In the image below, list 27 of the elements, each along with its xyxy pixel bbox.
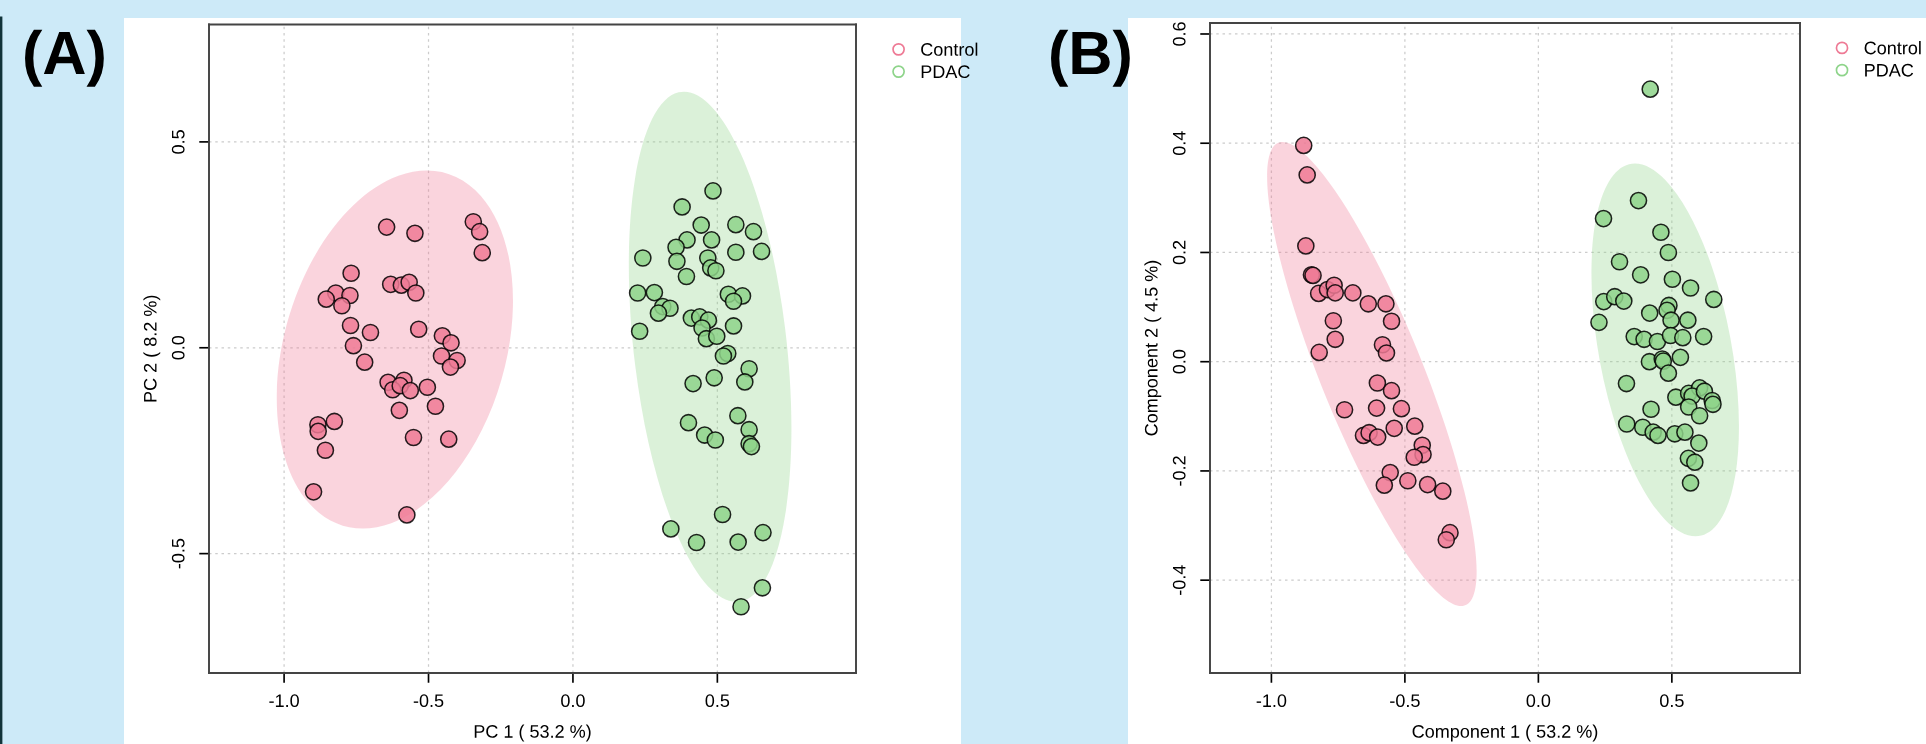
x-tick-label: -0.5: [1390, 694, 1420, 708]
y-tick-label: -0.4: [1172, 565, 1186, 595]
x-tick-label: -0.5: [413, 694, 444, 708]
legend-label: PDAC: [921, 65, 970, 79]
y-tick-label: -0.5: [171, 538, 185, 569]
legend-label: Control: [921, 42, 978, 56]
x-tick-label: -1.0: [269, 694, 299, 708]
x-tick-label: -1.0: [1256, 694, 1287, 708]
text: (B): [1051, 29, 1130, 87]
y-tick-label: 0.0: [1172, 349, 1186, 374]
y-axis-title: Component 2 ( 4.5 %): [1144, 260, 1162, 436]
y-tick-label: 0.0: [171, 335, 185, 360]
x-tick-label: 0.0: [561, 694, 585, 708]
x-tick-label: 0.5: [705, 694, 730, 708]
y-tick-label: 0.6: [1172, 22, 1186, 46]
x-tick-label: 0.5: [1660, 694, 1684, 708]
y-tick-label: 0.2: [1172, 240, 1186, 265]
legend-label: Control: [1864, 41, 1921, 55]
y-tick-label: 0.4: [1172, 131, 1186, 156]
legend-label: PDAC: [1865, 63, 1914, 77]
x-axis-title: Component 1 ( 53.2 %): [1412, 724, 1598, 742]
y-tick-label: -0.2: [1172, 456, 1186, 486]
x-axis-title: PC 1 ( 53.2 %): [474, 724, 591, 742]
y-tick-label: 0.5: [171, 130, 185, 154]
x-tick-label: 0.0: [1526, 694, 1551, 708]
y-axis-title: PC 2 ( 8.2 %): [143, 295, 161, 402]
text: (A): [25, 29, 104, 87]
